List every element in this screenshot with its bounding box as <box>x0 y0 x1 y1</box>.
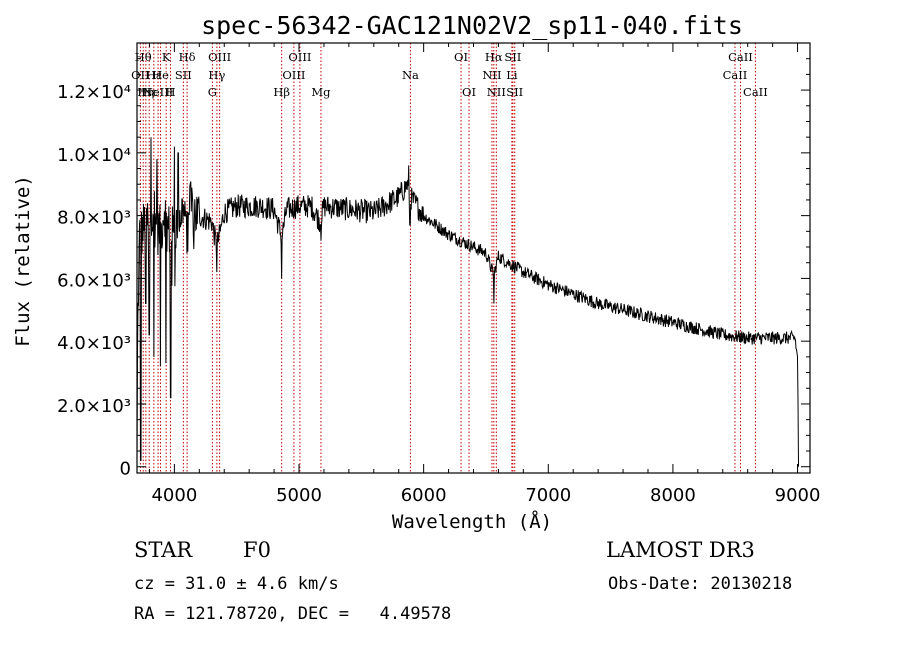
line-marker-label: K <box>162 50 171 64</box>
x-tick-label: 5000 <box>276 485 322 506</box>
line-marker-label: NII <box>482 68 501 82</box>
line-marker-label: OI <box>462 85 476 99</box>
y-tick-label: 8.0×10³ <box>57 208 131 229</box>
line-marker-label: Hβ <box>273 85 290 99</box>
x-tick-label: 9000 <box>775 485 821 506</box>
y-tick-label: 1.0×10⁴ <box>57 145 131 166</box>
line-marker-label: Hε <box>146 68 162 82</box>
x-tick-label: 4000 <box>151 485 197 506</box>
x-tick-label: 6000 <box>401 485 447 506</box>
y-tick-label: 6.0×10³ <box>57 270 131 291</box>
line-marker-label: He <box>152 68 169 82</box>
y-tick-label: 4.0×10³ <box>57 333 131 354</box>
line-marker-label: OIII <box>288 50 311 64</box>
line-marker-label: CaII <box>743 85 768 99</box>
object-class: STAR <box>134 538 193 562</box>
line-marker-label: OII <box>131 68 150 82</box>
line-marker-label: NeIII <box>143 85 174 99</box>
survey-name: LAMOST DR3 <box>606 538 755 562</box>
y-axis-ticks: 0 2.0×10³ 4.0×10³ 6.0×10³ 8.0×10³ 1.0×10⁴ 1.2×… <box>57 58 810 480</box>
x-axis-label: Wavelength (Å) <box>392 510 552 533</box>
object-subclass: F0 <box>243 538 271 562</box>
emission-line-markers <box>139 43 756 473</box>
y-tick-label: 1.2×10⁴ <box>57 82 131 103</box>
line-marker-label: Hα <box>485 50 503 64</box>
line-marker-label: SII <box>506 85 523 99</box>
line-marker-label: OIII <box>282 68 305 82</box>
observation-date: Obs-Date: 20130218 <box>608 574 793 594</box>
line-marker-label: Mg <box>311 85 331 99</box>
coordinates: RA = 121.78720, DEC = 4.49578 <box>134 604 452 624</box>
line-marker-label: Hε <box>141 85 157 99</box>
line-marker-label: OI <box>454 50 468 64</box>
line-marker-label: Hθ <box>135 50 152 64</box>
line-marker-label: G <box>208 85 217 99</box>
emission-line-labels: OIIHθHηHεHεNeIIIHeKHSIIHδGHγOIIIHβOIIIOI… <box>131 50 768 99</box>
line-marker-label: CaII <box>723 68 748 82</box>
line-marker-label: Hδ <box>179 50 196 64</box>
line-marker-label: H <box>166 85 176 99</box>
plot-frame <box>136 42 811 474</box>
spectrum-line <box>136 137 799 467</box>
y-tick-label: 2.0×10³ <box>57 396 131 417</box>
chart-title: spec-56342-GAC121N02V2_sp11-040.fits <box>201 11 743 40</box>
y-axis-label: Flux (relative) <box>12 175 34 347</box>
redshift-velocity: cz = 31.0 ± 4.6 km/s <box>134 574 339 594</box>
x-axis-ticks: 4000 5000 6000 7000 8000 9000 <box>148 43 821 506</box>
line-marker-label: NII <box>487 85 506 99</box>
line-marker-label: Hη <box>137 85 154 99</box>
line-marker-label: Na <box>402 68 419 82</box>
line-marker-label: CaII <box>728 50 753 64</box>
x-tick-label: 8000 <box>650 485 696 506</box>
line-marker-label: OIII <box>208 50 231 64</box>
line-marker-label: Hγ <box>208 68 225 82</box>
y-tick-label: 0 <box>120 459 131 480</box>
x-tick-label: 7000 <box>525 485 571 506</box>
line-marker-label: Li <box>506 68 518 82</box>
line-marker-label: SII <box>504 50 521 64</box>
line-marker-label: SII <box>175 68 192 82</box>
